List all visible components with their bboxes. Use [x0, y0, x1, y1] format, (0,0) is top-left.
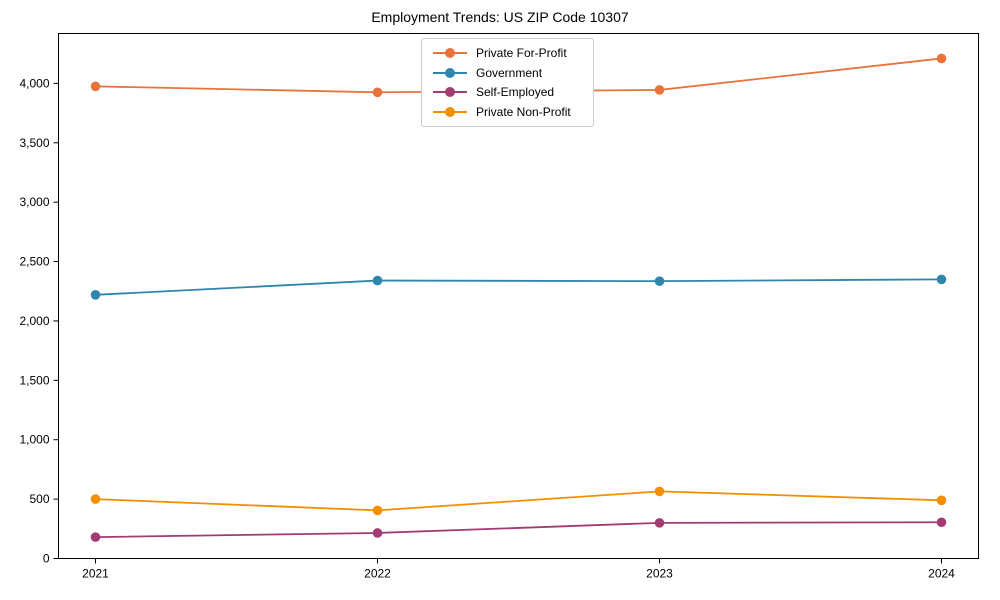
y-tick-label: 2,000 — [19, 314, 49, 328]
x-tick-label: 2023 — [646, 567, 673, 581]
y-tick-label: 4,000 — [19, 76, 49, 90]
legend-dot-icon — [445, 107, 455, 118]
data-point-private-non-profit-2022 — [372, 505, 383, 516]
line-series-self-employed — [95, 521, 942, 539]
line-series-government — [95, 278, 942, 296]
legend-marker — [433, 47, 467, 59]
y-tick-label: 0 — [43, 552, 50, 566]
data-point-private-non-profit-2021 — [90, 494, 101, 504]
legend-item-self-employed: Self-Employed — [433, 83, 593, 101]
legend-label: Government — [476, 65, 543, 80]
data-point-private-for-profit-2022 — [372, 87, 383, 98]
legend-label: Self-Employed — [476, 85, 555, 100]
data-point-self-employed-2021 — [90, 532, 101, 542]
y-tick-label: 1,000 — [19, 433, 49, 447]
legend-item-government: Government — [433, 64, 593, 82]
data-point-private-non-profit-2024 — [936, 495, 947, 506]
legend-item-private-non-profit: Private Non-Profit — [433, 103, 593, 121]
data-point-private-for-profit-2024 — [936, 53, 947, 64]
legend-marker — [433, 67, 467, 79]
data-point-self-employed-2022 — [372, 528, 383, 538]
y-tick-label: 3,500 — [19, 136, 49, 150]
line-series-private-non-profit — [95, 490, 942, 512]
y-tick-label: 500 — [29, 492, 49, 506]
y-tick-label: 3,000 — [19, 195, 49, 209]
y-tick-label: 1,500 — [19, 373, 49, 387]
legend-label: Private Non-Profit — [476, 105, 571, 120]
x-tick-label: 2022 — [364, 567, 391, 581]
legend-marker — [433, 86, 467, 98]
data-point-private-for-profit-2021 — [90, 81, 101, 92]
x-tick-label: 2024 — [928, 567, 955, 581]
legend-marker — [433, 106, 467, 118]
data-point-government-2023 — [654, 276, 665, 286]
data-point-government-2022 — [372, 275, 383, 286]
legend-item-private-for-profit: Private For-Profit — [433, 44, 593, 62]
legend-label: Private For-Profit — [476, 45, 567, 60]
y-tick-label: 2,500 — [19, 255, 49, 269]
legend-dot-icon — [445, 87, 455, 98]
x-tick-label: 2021 — [82, 567, 109, 581]
data-point-self-employed-2024 — [936, 517, 947, 528]
data-point-private-non-profit-2023 — [654, 486, 665, 497]
chart-title: Employment Trends: US ZIP Code 10307 — [371, 9, 629, 25]
legend-dot-icon — [445, 67, 455, 78]
legend-dot-icon — [445, 47, 455, 58]
axes-spines — [58, 33, 979, 559]
chart-legend: Private For-Profit Government Self-Emplo… — [421, 38, 594, 127]
data-point-government-2024 — [936, 274, 947, 285]
data-point-private-for-profit-2023 — [654, 85, 665, 95]
data-point-self-employed-2023 — [654, 518, 665, 528]
data-point-government-2021 — [90, 290, 101, 300]
